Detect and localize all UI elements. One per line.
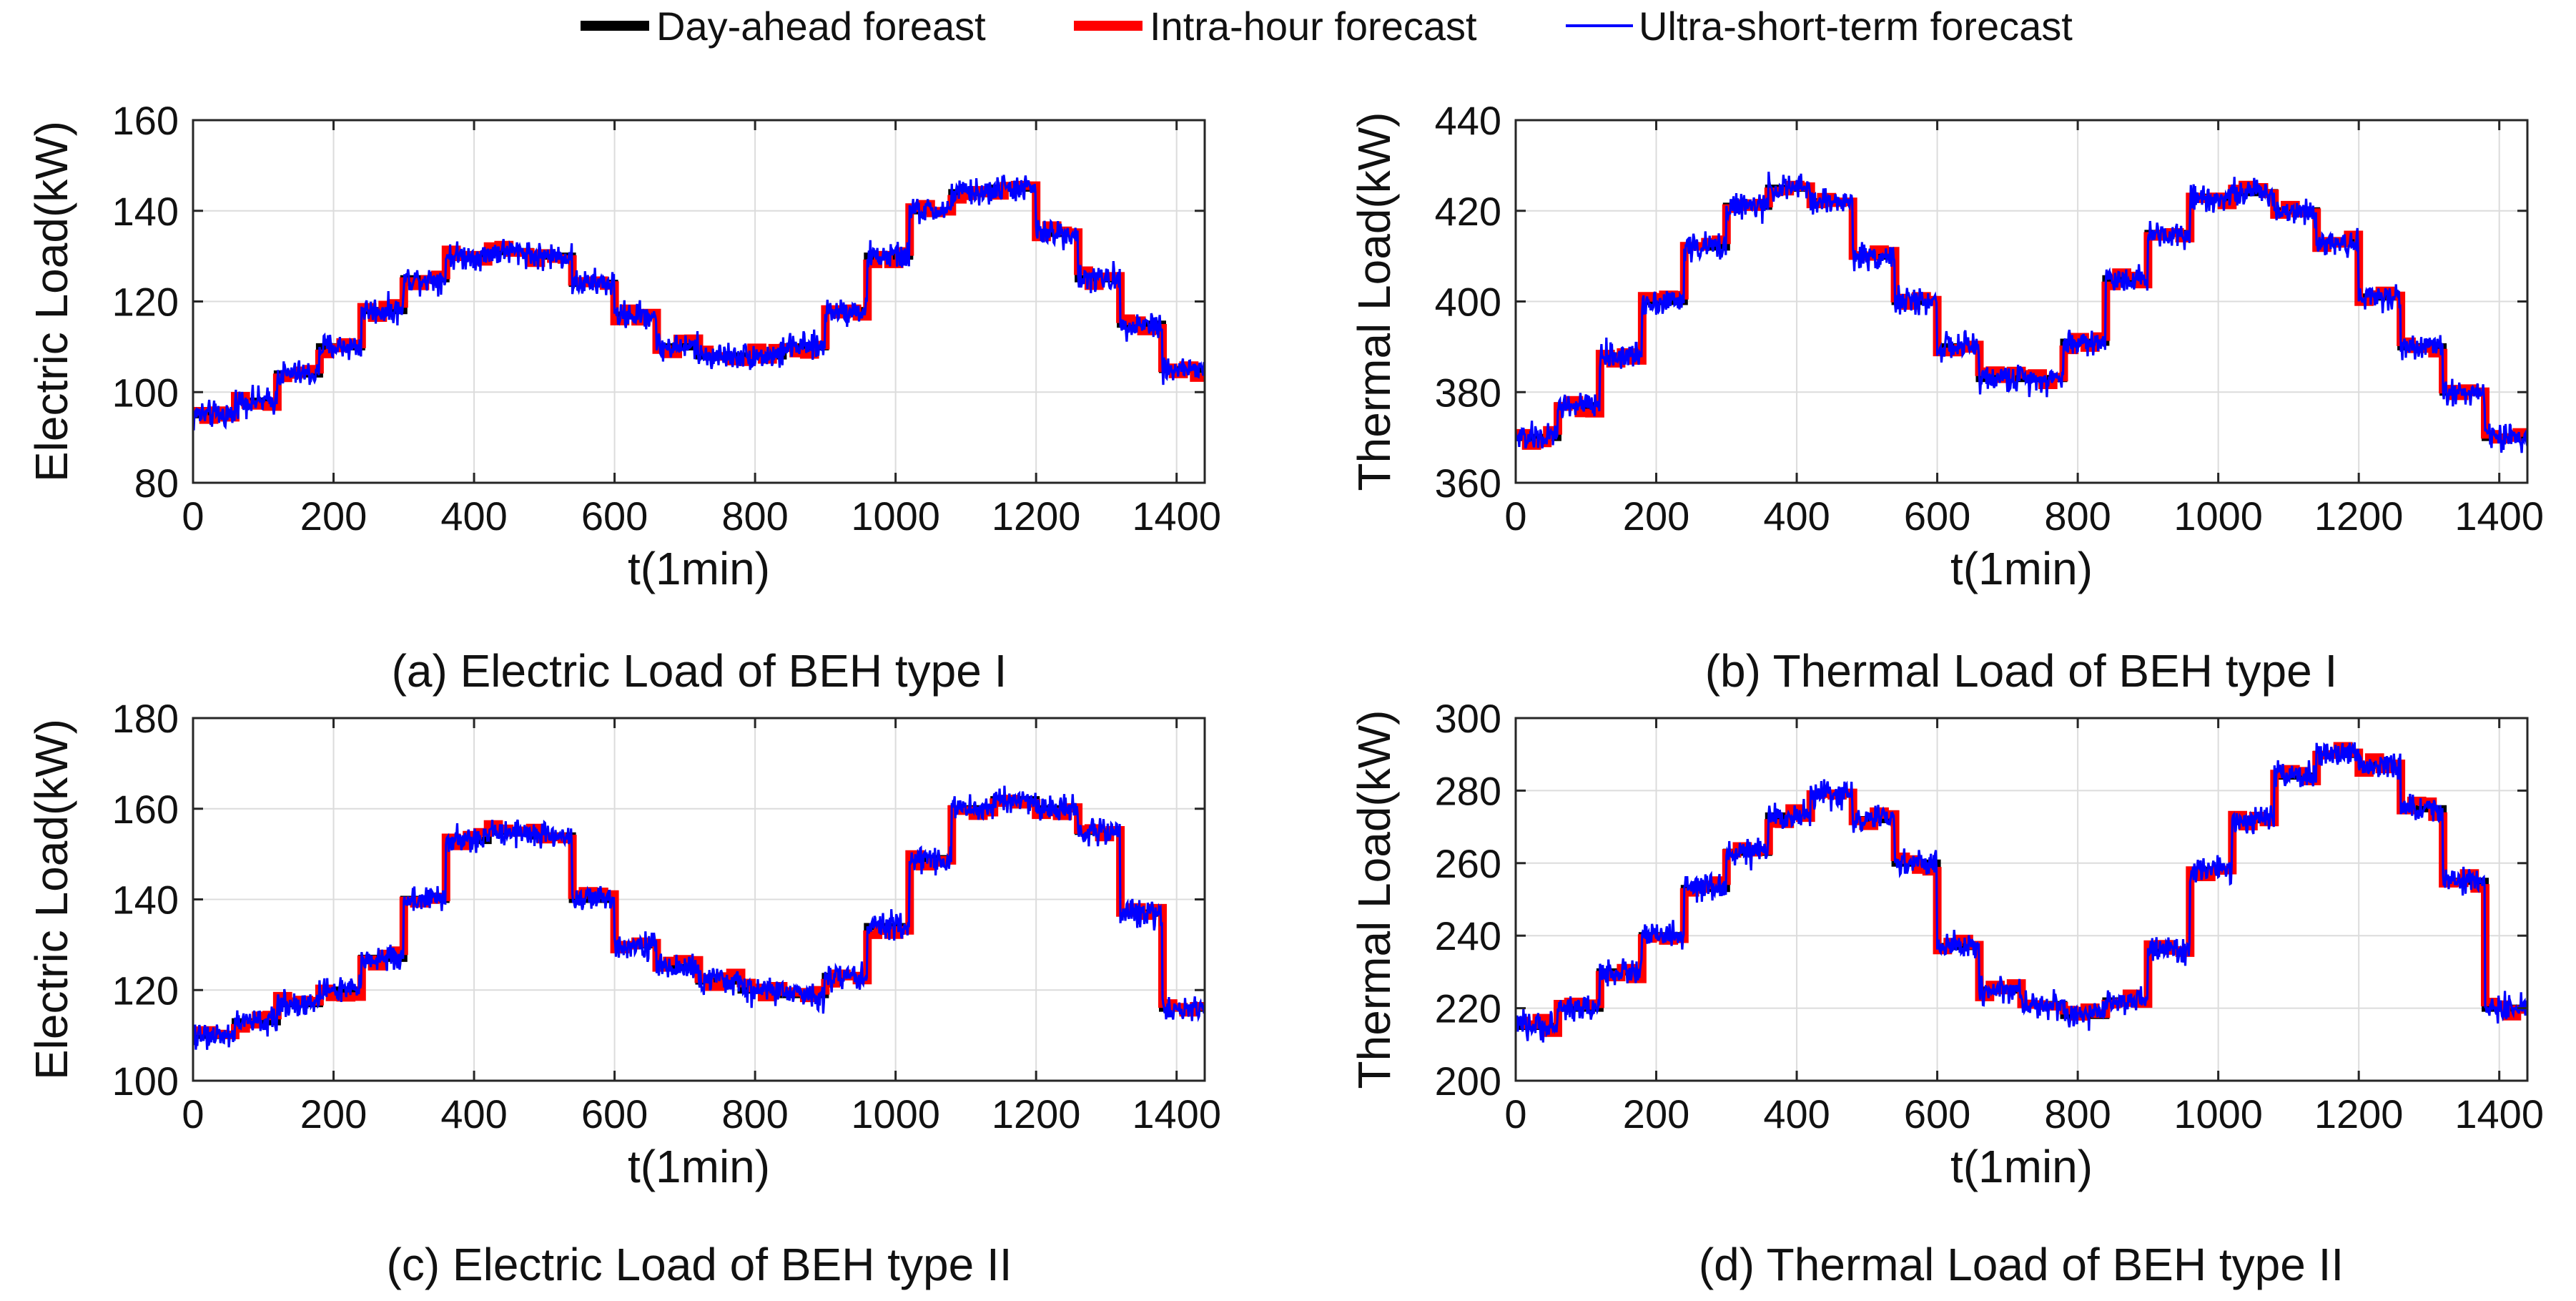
y-axis-label: Thermal Load(kW)	[1348, 112, 1400, 491]
x-tick-label: 400	[440, 1091, 507, 1136]
y-tick-label: 120	[112, 280, 179, 325]
x-axis-label: t(1min)	[628, 1141, 770, 1192]
y-tick-label: 140	[112, 878, 179, 923]
y-tick-label: 360	[1435, 461, 1501, 506]
x-axis-label: t(1min)	[1950, 1141, 2093, 1192]
x-tick-label: 1400	[2454, 494, 2544, 539]
x-tick-label: 600	[581, 1091, 648, 1136]
y-tick-label: 260	[1435, 841, 1501, 886]
x-tick-label: 0	[1504, 1091, 1526, 1136]
legend: Day-ahead foreast Intra-hour forecast Ul…	[581, 4, 2073, 49]
y-tick-label: 160	[112, 98, 179, 143]
x-tick-label: 800	[2044, 1091, 2111, 1136]
x-tick-label: 400	[1763, 1091, 1830, 1136]
chart-caption: (d) Thermal Load of BEH type II	[1699, 1239, 2344, 1290]
chart-caption: (a) Electric Load of BEH type I	[392, 645, 1007, 697]
x-tick-label: 1000	[2173, 494, 2263, 539]
x-tick-label: 1400	[2454, 1091, 2544, 1136]
series-ultra-short-term	[193, 785, 1205, 1050]
x-tick-label: 0	[1504, 494, 1526, 539]
y-tick-label: 240	[1435, 913, 1501, 958]
legend-label-ultra-short-term: Ultra-short-term forecast	[1639, 4, 2073, 49]
y-axis-label: Electric Load(kW)	[26, 121, 77, 482]
x-tick-label: 400	[440, 494, 507, 539]
x-tick-label: 200	[300, 1091, 367, 1136]
y-tick-label: 100	[112, 370, 179, 415]
y-tick-label: 300	[1435, 696, 1501, 741]
chart-caption: (c) Electric Load of BEH type II	[387, 1239, 1012, 1290]
chart-panel-3: 0 200 400 600 800 1000 1200 1400 100 120 140 160 180…	[26, 696, 1221, 1290]
x-tick-label: 200	[300, 494, 367, 539]
x-tick-label: 200	[1623, 1091, 1689, 1136]
series-ultra-short-term	[193, 175, 1205, 431]
x-tick-label: 400	[1763, 494, 1830, 539]
y-axis-label: Electric Load(kW)	[26, 719, 77, 1080]
x-tick-label: 800	[721, 494, 788, 539]
x-tick-label: 1000	[851, 1091, 940, 1136]
y-tick-label: 420	[1435, 189, 1501, 234]
x-tick-label: 1200	[992, 1091, 1081, 1136]
x-tick-label: 600	[1904, 1091, 1970, 1136]
x-tick-label: 1200	[2314, 494, 2404, 539]
chart-caption: (b) Thermal Load of BEH type I	[1705, 645, 2338, 697]
x-tick-label: 600	[581, 494, 648, 539]
chart-panel-1: 0 200 400 600 800 1000 1200 1400 80 100 120 140 160 t…	[26, 98, 1221, 697]
x-tick-label: 200	[1623, 494, 1689, 539]
x-tick-label: 1400	[1132, 1091, 1221, 1136]
y-tick-label: 140	[112, 189, 179, 234]
y-tick-label: 200	[1435, 1059, 1501, 1104]
y-tick-label: 80	[134, 461, 179, 506]
x-tick-label: 800	[721, 1091, 788, 1136]
axes-box	[1514, 717, 2529, 1082]
series-ultra-short-term	[1516, 171, 2527, 453]
y-tick-label: 280	[1435, 768, 1501, 813]
y-tick-label: 400	[1435, 280, 1501, 325]
x-axis-label: t(1min)	[1950, 543, 2093, 594]
x-tick-label: 1400	[1132, 494, 1221, 539]
x-tick-label: 600	[1904, 494, 1970, 539]
y-tick-label: 160	[112, 787, 179, 832]
chart-panel-2: 0 200 400 600 800 1000 1200 1400 360 380 400 420 440…	[1348, 98, 2544, 697]
x-tick-label: 1000	[2173, 1091, 2263, 1136]
legend-label-intra-hour: Intra-hour forecast	[1150, 4, 1477, 49]
y-tick-label: 380	[1435, 370, 1501, 415]
y-axis-label: Thermal Load(kW)	[1348, 710, 1400, 1089]
y-tick-label: 180	[112, 696, 179, 741]
y-tick-label: 100	[112, 1059, 179, 1104]
x-tick-label: 1200	[2314, 1091, 2404, 1136]
series-ultra-short-term	[1516, 742, 2527, 1043]
y-tick-label: 440	[1435, 98, 1501, 143]
x-tick-label: 1200	[992, 494, 1081, 539]
x-tick-label: 1000	[851, 494, 940, 539]
y-tick-label: 120	[112, 968, 179, 1013]
x-tick-label: 0	[182, 494, 204, 539]
chart-panel-4: 0 200 400 600 800 1000 1200 1400200220240260280…	[1348, 696, 2544, 1290]
x-tick-label: 0	[182, 1091, 204, 1136]
x-axis-label: t(1min)	[628, 543, 770, 594]
y-tick-label: 220	[1435, 986, 1501, 1031]
x-tick-label: 800	[2044, 494, 2111, 539]
legend-label-day-ahead: Day-ahead foreast	[656, 4, 986, 49]
